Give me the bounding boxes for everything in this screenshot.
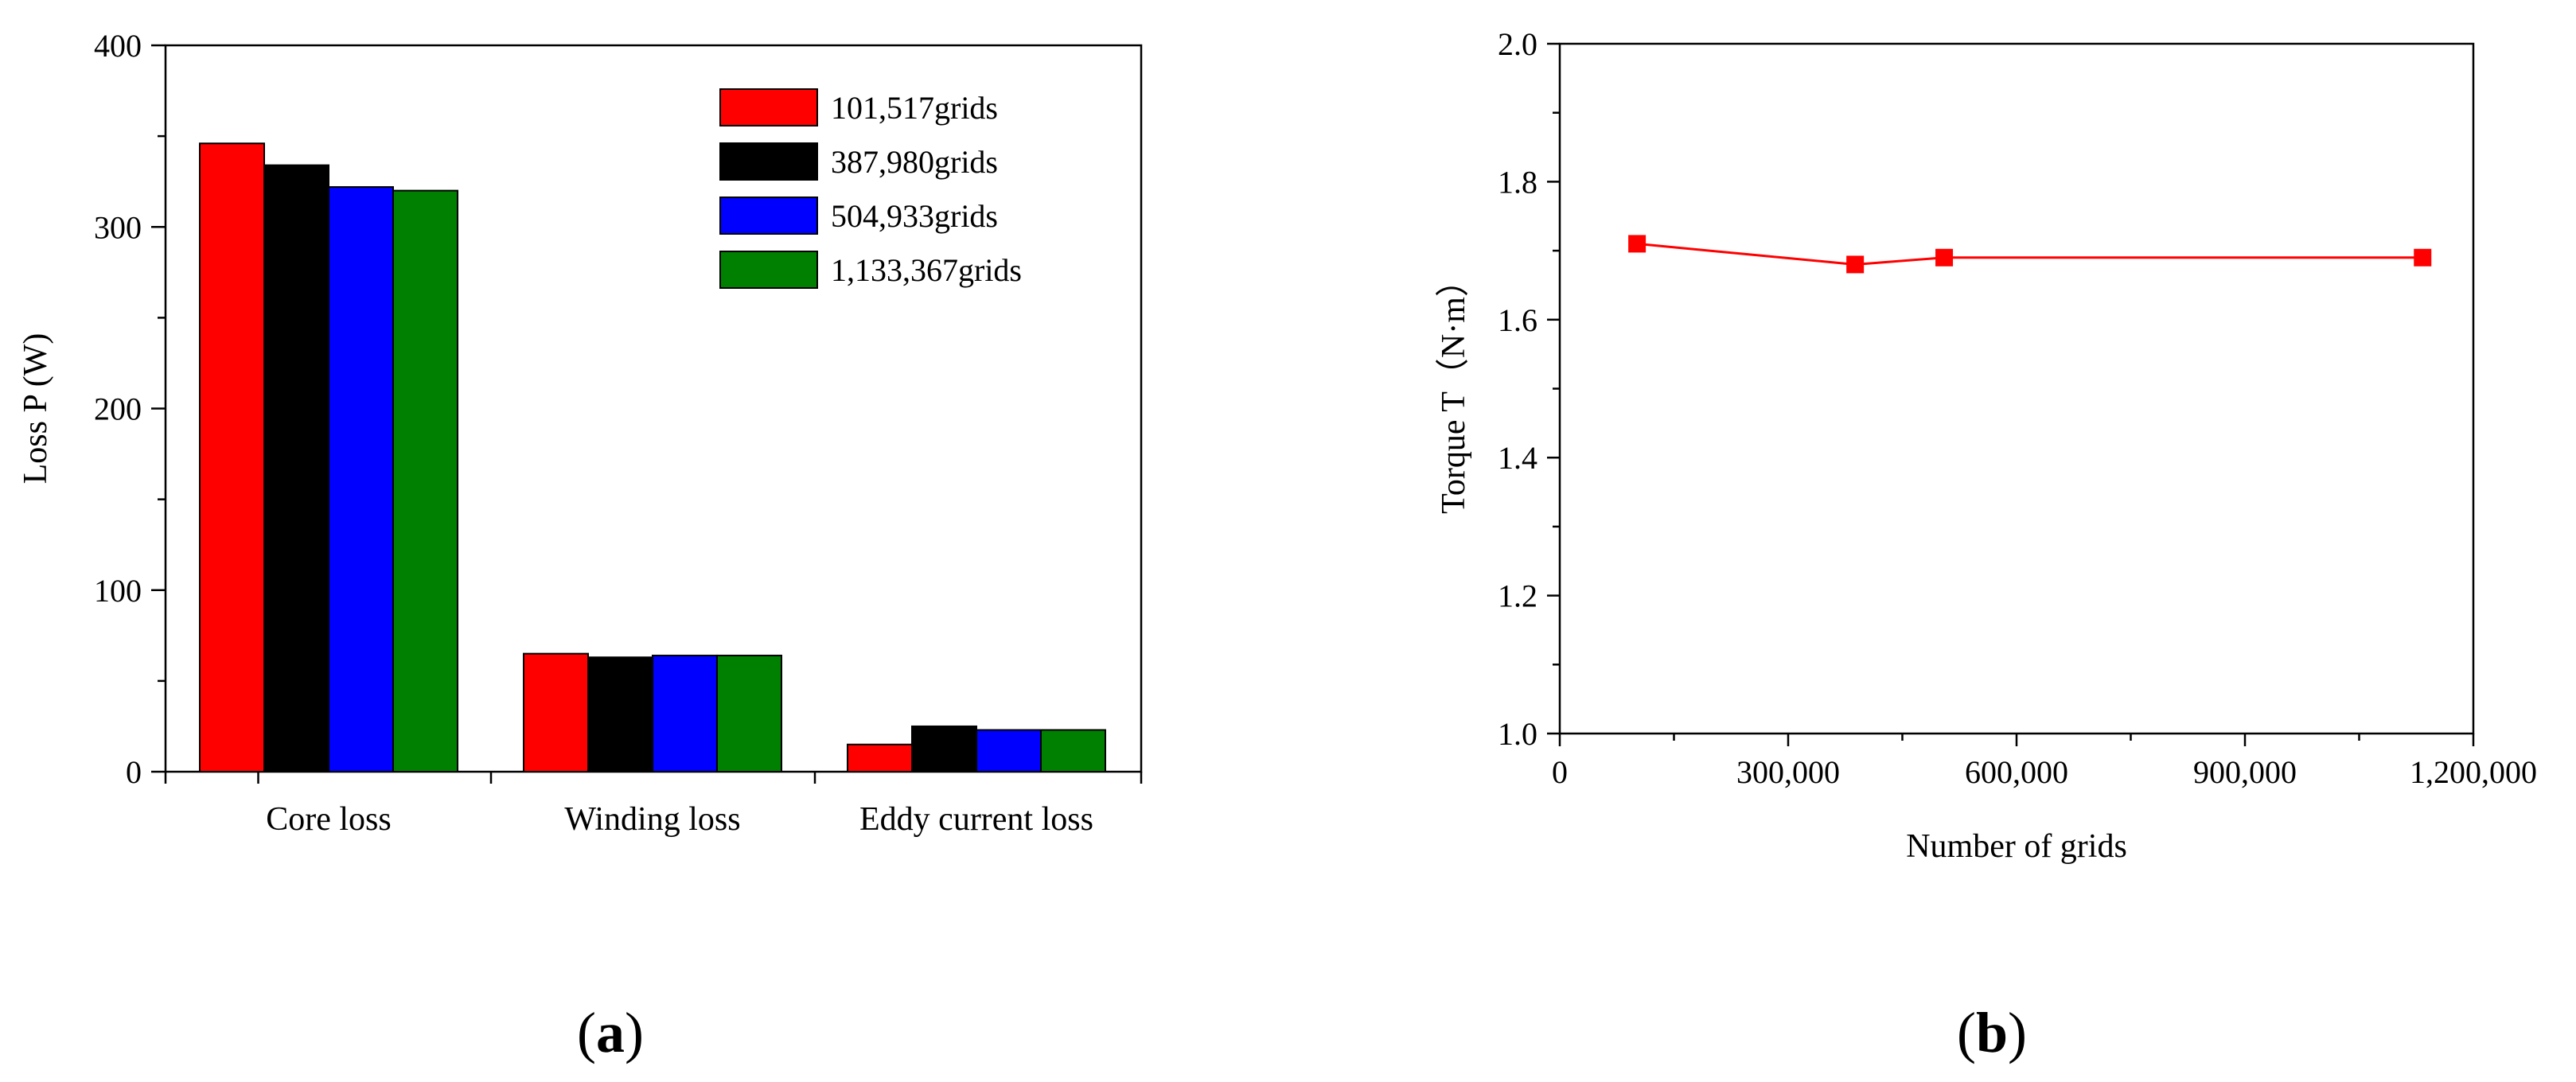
x-tick-label: 900,000 xyxy=(2193,754,2297,790)
bar-2-3 xyxy=(652,654,718,773)
y-tick-label: 400 xyxy=(94,28,142,64)
data-point-4 xyxy=(2414,248,2432,267)
y-tick-label: 300 xyxy=(94,209,142,245)
x-tick-label: 300,000 xyxy=(1736,754,1840,790)
panel-b-y-axis-label: Torque T（N·m） xyxy=(1436,263,1472,514)
legend-label: 387,980grids xyxy=(831,144,998,180)
y-tick-label: 0 xyxy=(126,754,142,790)
category-label: Eddy current loss xyxy=(859,801,1093,838)
panel-b-caption-letter: b xyxy=(1976,1001,2008,1064)
panel-a-legend: 101,517grids 387,980grids 504,933grids 1,13… xyxy=(719,88,1022,289)
panel-a-bar-chart: 0 100 200 300 400 Core loss Winding loss Eddy … xyxy=(18,28,1143,838)
panel-a-ticks xyxy=(151,44,1143,784)
bar-2-4 xyxy=(716,654,782,773)
legend-swatch xyxy=(719,142,818,181)
legend-label: 504,933grids xyxy=(831,198,998,234)
panel-a-category-labels: Core loss Winding loss Eddy current loss xyxy=(266,801,1093,838)
legend-label: 1,133,367grids xyxy=(831,252,1022,288)
legend-swatch xyxy=(719,88,818,126)
x-tick-label: 0 xyxy=(1552,754,1568,790)
bar-3-1 xyxy=(847,743,913,773)
data-point-1 xyxy=(1628,235,1647,253)
bar-2-1 xyxy=(523,652,589,773)
panel-a-bars xyxy=(199,142,1106,773)
panel-b-plot-frame xyxy=(1558,42,2475,735)
y-tick-label: 100 xyxy=(94,573,142,609)
panel-b-line-chart: 1.0 1.2 1.4 1.6 1.8 2.0 0 300,000 600,000 900,00… xyxy=(1436,26,2537,865)
bar-1-2 xyxy=(263,164,329,773)
panel-b-series xyxy=(1628,235,2432,274)
y-tick-label: 1.0 xyxy=(1498,716,1537,752)
bar-3-2 xyxy=(911,725,977,773)
panel-b-y-tick-labels: 1.0 1.2 1.4 1.6 1.8 2.0 xyxy=(1498,26,1537,752)
category-label: Winding loss xyxy=(564,801,740,838)
panel-b-x-tick-labels: 0 300,000 600,000 900,000 1,200,000 xyxy=(1552,754,2537,790)
y-tick-label: 1.8 xyxy=(1498,164,1537,200)
data-point-3 xyxy=(1935,248,1954,267)
y-tick-label: 1.2 xyxy=(1498,578,1537,614)
panel-a-y-axis-label: Loss P (W) xyxy=(18,333,54,485)
y-tick-label: 1.4 xyxy=(1498,440,1537,476)
bar-2-2 xyxy=(587,656,653,773)
panel-a-y-tick-labels: 0 100 200 300 400 xyxy=(94,28,142,790)
bar-1-4 xyxy=(392,189,458,773)
data-point-2 xyxy=(1846,255,1865,274)
panel-b-ticks xyxy=(1547,42,2475,746)
panel-b-x-axis-label: Number of grids xyxy=(1906,828,2127,865)
y-tick-label: 200 xyxy=(94,391,142,427)
series-line xyxy=(1636,242,2423,266)
panel-a-caption: (a) xyxy=(577,1001,644,1064)
bar-3-3 xyxy=(976,729,1042,773)
panel-a-caption-letter: a xyxy=(596,1001,625,1064)
legend-swatch xyxy=(719,197,818,235)
legend-label: 101,517grids xyxy=(831,90,998,126)
y-tick-label: 2.0 xyxy=(1498,26,1537,62)
bar-1-3 xyxy=(328,186,394,773)
category-label: Core loss xyxy=(266,801,392,838)
x-tick-label: 1,200,000 xyxy=(2410,754,2537,790)
bar-3-4 xyxy=(1040,729,1106,773)
panel-b-caption: (b) xyxy=(1957,1001,2027,1064)
x-tick-label: 600,000 xyxy=(1965,754,2068,790)
bar-1-1 xyxy=(199,142,265,773)
y-tick-label: 1.6 xyxy=(1498,302,1537,338)
legend-swatch xyxy=(719,251,818,289)
